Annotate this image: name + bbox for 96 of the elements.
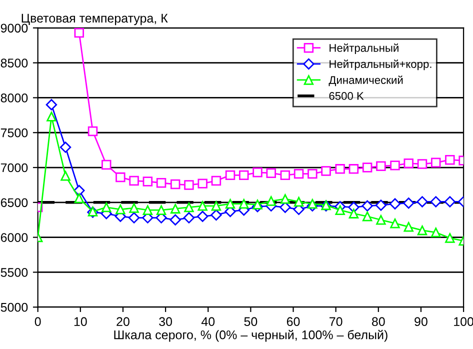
x-tick-label: 80 <box>372 317 385 326</box>
point <box>417 159 428 169</box>
point <box>128 212 140 224</box>
point <box>142 205 153 215</box>
legend-label: Нейтральный+корр. <box>330 60 432 70</box>
y-tick-label: 6500 <box>0 198 28 208</box>
point <box>198 201 208 211</box>
point <box>116 172 126 182</box>
legend-label: 6500 K <box>329 92 364 100</box>
point <box>390 160 400 170</box>
point <box>376 161 386 171</box>
x-tick-label: 10 <box>74 317 87 326</box>
point <box>142 176 153 186</box>
x-tick-label: 50 <box>244 317 258 326</box>
point <box>445 154 455 165</box>
y-tick-label: 5500 <box>0 268 28 277</box>
point <box>294 196 304 207</box>
point <box>170 204 180 214</box>
point <box>416 196 428 208</box>
point <box>445 233 455 243</box>
point <box>404 158 414 168</box>
point <box>170 214 181 226</box>
y-tick-label: 7500 <box>0 128 28 138</box>
point <box>129 176 139 186</box>
point <box>348 164 359 174</box>
point <box>184 180 194 190</box>
point <box>348 208 359 218</box>
legend-label: Нейтральный <box>330 44 398 54</box>
x-tick-label: 40 <box>201 317 215 326</box>
point <box>211 201 222 211</box>
y-tick-label: 6000 <box>0 233 28 242</box>
point <box>280 194 290 204</box>
y-tick-label: 8500 <box>0 58 28 68</box>
point <box>225 170 236 180</box>
point <box>156 205 166 215</box>
x-tick-label: 30 <box>159 317 172 326</box>
y-tick-label: 8000 <box>0 94 28 102</box>
point <box>184 202 194 212</box>
y-tick-label: 7000 <box>0 163 28 172</box>
point <box>362 162 372 172</box>
point <box>211 176 222 186</box>
y-tick-label: 5000 <box>0 302 28 312</box>
point <box>375 200 387 211</box>
point <box>335 164 345 174</box>
point <box>74 193 84 204</box>
point <box>102 202 112 212</box>
x-tick-label: 90 <box>414 317 428 326</box>
x-tick-label: 20 <box>116 317 130 326</box>
point <box>102 160 112 170</box>
point <box>294 168 304 179</box>
point <box>321 166 331 176</box>
point <box>390 218 400 228</box>
point <box>417 225 428 236</box>
x-tick-label: 0 <box>34 317 41 326</box>
x-axis-title: Шкала серого, % (0% – черный, 100% – белый) <box>114 330 388 342</box>
point <box>239 170 249 180</box>
point <box>196 210 208 222</box>
point <box>376 215 386 225</box>
point <box>198 178 208 188</box>
point <box>170 179 180 190</box>
point <box>404 222 414 232</box>
point <box>266 168 276 178</box>
x-tick-label: 70 <box>330 317 342 326</box>
point <box>129 203 139 213</box>
legend-label: Динамический <box>328 76 403 86</box>
x-tick-label: 60 <box>286 317 300 326</box>
point <box>403 198 414 209</box>
point <box>444 196 456 208</box>
point <box>266 196 276 206</box>
point <box>156 178 166 188</box>
point <box>60 171 70 181</box>
point <box>239 198 249 209</box>
point <box>210 209 222 221</box>
point <box>252 200 262 210</box>
point <box>431 158 441 168</box>
point <box>225 198 236 209</box>
point <box>308 198 318 209</box>
point <box>362 212 372 222</box>
point <box>308 168 318 179</box>
x-tick-label: 100 <box>454 317 473 326</box>
y-axis-title: Цветовая температура, К <box>22 14 168 26</box>
point <box>252 168 262 178</box>
point <box>74 28 84 38</box>
point <box>362 200 373 212</box>
point <box>389 198 401 210</box>
point <box>46 99 58 110</box>
point <box>280 170 290 180</box>
point <box>431 228 441 238</box>
point <box>60 142 72 153</box>
point <box>183 212 195 224</box>
point <box>46 112 56 122</box>
point <box>88 126 98 136</box>
point <box>116 204 126 214</box>
y-tick-label: 9000 <box>0 24 28 33</box>
point <box>335 205 345 215</box>
point <box>430 196 442 208</box>
